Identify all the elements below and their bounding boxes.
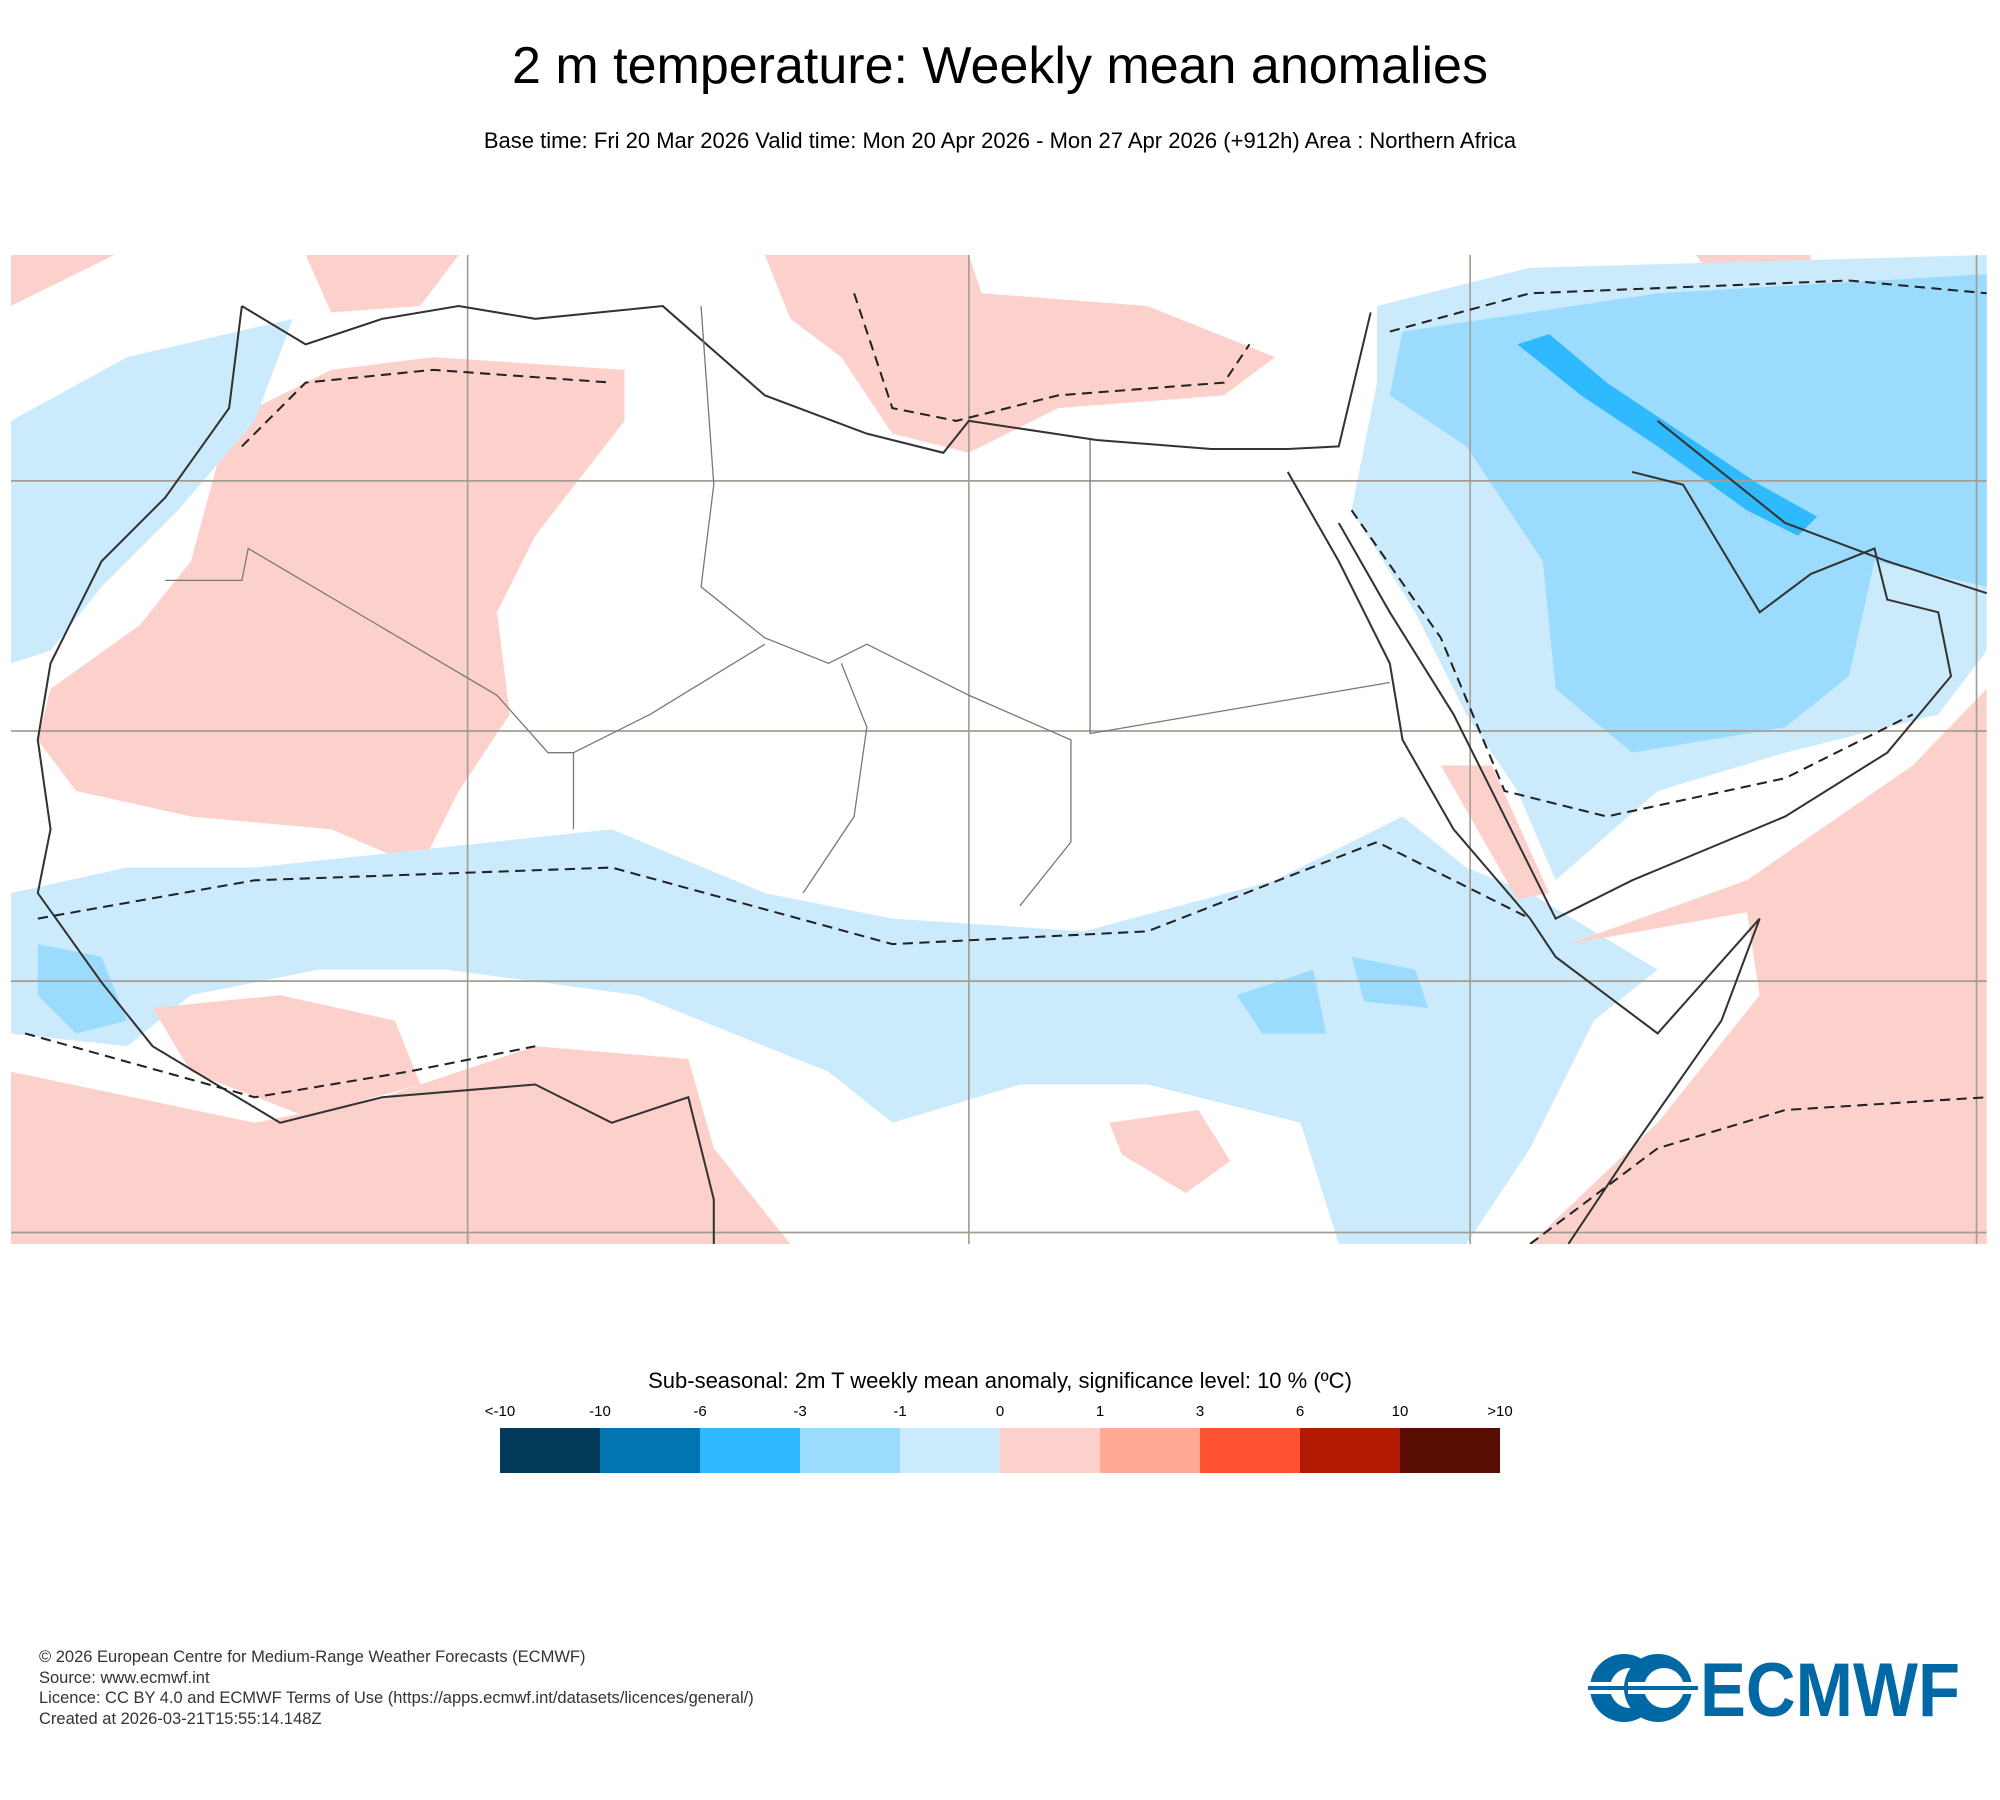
region-guinea-warm [11,1046,791,1244]
colorbar-tick: 3 [1195,1403,1205,1420]
chart-subtitle: Base time: Fri 20 Mar 2026 Valid time: M… [483,128,1517,153]
region-indian-ocean-warm [1530,688,1987,1244]
colorbar-bin [1100,1428,1200,1473]
colorbar-tick: <-10 [484,1403,516,1420]
source-text: Source: www.ecmwf.int [39,1668,210,1687]
colorbar-bin [500,1428,600,1473]
svg-text:ECMWF: ECMWF [1700,1652,1960,1724]
colorbar-tick-labels: <-10 -10 -6 -3 -1 0 1 3 6 10 >10 [485,1403,1513,1423]
colorbar-bin [800,1428,900,1473]
region-arabia-cool [1389,274,1987,753]
colorbar-bin [1300,1428,1400,1473]
region-gulf-cold [1517,334,1818,536]
colorbar-bin [1200,1428,1300,1473]
legend-title: Sub-seasonal: 2m T weekly mean anomaly, … [648,1368,1352,1393]
footer: © 2026 European Centre for Medium-Range … [39,1647,754,1729]
colorbar-tick: -1 [893,1403,907,1420]
colorbar-tick: 6 [1295,1403,1305,1420]
colorbar-tick: 0 [995,1403,1005,1420]
region-sahel-cool [11,816,1658,1244]
colorbar-bin [900,1428,1000,1473]
colorbar-tick: >10 [1487,1403,1513,1420]
created-text: Created at 2026-03-21T15:55:14.148Z [39,1709,322,1728]
region-mediterranean-warm [764,255,1276,453]
colorbar-tick: 10 [1391,1403,1409,1420]
colorbar-tick: 1 [1095,1403,1105,1420]
anomaly-map [11,255,1988,1244]
colorbar-bin [1400,1428,1500,1473]
significance-contours [24,279,1987,1244]
colorbar-bin [1000,1428,1100,1473]
chart-title: 2 m temperature: Weekly mean anomalies [512,37,1488,95]
anomaly-fills [11,255,1987,1244]
colorbar-tick: -6 [693,1403,707,1420]
country-borders [165,305,1390,907]
colorbar-bin [600,1428,700,1473]
region-nw-africa-warm [37,357,625,868]
licence-text: Licence: CC BY 4.0 and ECMWF Terms of Us… [39,1689,754,1707]
colorbar-tick: -10 [589,1403,611,1420]
region-atlantic-cool [11,318,293,664]
colorbar-bin [700,1428,800,1473]
copyright-text: © 2026 European Centre for Medium-Range … [39,1648,586,1666]
ecmwf-logo: ECMWF [1588,1652,1960,1724]
colorbar [500,1428,1500,1473]
colorbar-tick: -3 [793,1403,807,1420]
coastlines [36,304,1988,1244]
